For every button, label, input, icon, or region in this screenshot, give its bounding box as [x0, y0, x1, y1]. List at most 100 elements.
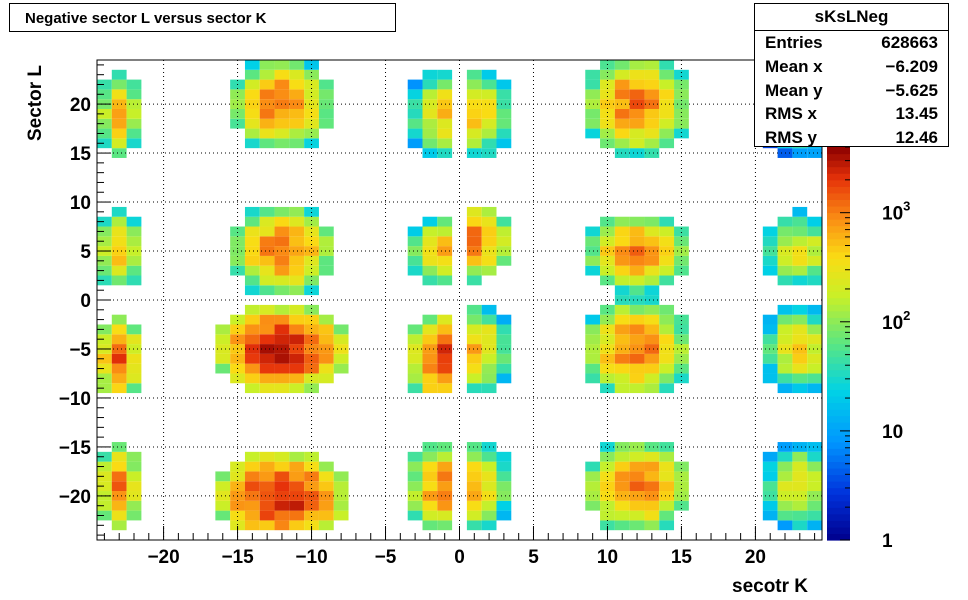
heatmap-cell — [289, 461, 305, 472]
heatmap-cell — [289, 275, 305, 286]
heatmap-cell — [629, 255, 645, 266]
heatmap-cell — [111, 500, 127, 511]
heatmap-cell — [496, 128, 512, 139]
heatmap-cell — [259, 510, 275, 521]
heatmap-cell — [659, 510, 675, 521]
heatmap-cell — [674, 481, 689, 492]
heatmap-cell — [614, 461, 630, 472]
heatmap-cell — [481, 108, 497, 119]
colorbar-segment — [827, 264, 850, 273]
heatmap-cell — [792, 353, 808, 364]
heatmap-cell — [777, 451, 793, 462]
heatmap-cell — [481, 520, 497, 531]
heatmap-cell — [215, 471, 231, 482]
heatmap-cell — [126, 510, 142, 521]
heatmap-cell — [230, 373, 245, 384]
heatmap-cell — [230, 500, 245, 511]
heatmap-cell — [762, 363, 778, 374]
heatmap-cell — [659, 353, 675, 364]
heatmap-cell — [111, 255, 127, 266]
heatmap-cell — [407, 118, 423, 129]
heatmap-cell — [244, 265, 260, 276]
heatmap-cell — [111, 138, 127, 149]
heatmap-cell — [437, 236, 453, 247]
colorbar-segment — [827, 454, 850, 462]
heatmap-cell — [289, 226, 305, 237]
heatmap-cell — [614, 520, 630, 531]
heatmap-cell — [289, 304, 305, 315]
heatmap-cell — [585, 255, 601, 266]
heatmap-cell — [644, 324, 660, 335]
heatmap-cell — [244, 363, 260, 374]
heatmap-cell — [111, 69, 127, 80]
heatmap-cell — [318, 324, 334, 335]
heatmap-cell — [126, 324, 142, 335]
heatmap-cell — [304, 138, 319, 149]
heatmap-cell — [259, 255, 275, 266]
heatmap-cell — [496, 138, 512, 149]
heatmap-cell — [585, 353, 601, 364]
heatmap-cell — [289, 520, 305, 531]
heatmap-cell — [437, 353, 453, 364]
heatmap-cell — [466, 216, 482, 227]
heatmap-cell — [111, 148, 127, 158]
heatmap-cell — [215, 510, 231, 521]
y-tick-label: −15 — [59, 438, 92, 459]
heatmap-cell — [97, 226, 112, 237]
heatmap-cell — [674, 108, 689, 119]
colorbar-segment — [827, 258, 850, 266]
heatmap-cell — [600, 265, 615, 276]
heatmap-cell — [614, 510, 630, 521]
heatmap-cell — [244, 118, 260, 129]
heatmap-cell — [644, 275, 660, 286]
heatmap-cell — [289, 99, 305, 109]
heatmap-cell — [318, 363, 334, 374]
heatmap-cell — [466, 334, 482, 345]
heatmap-cell — [407, 246, 423, 256]
heatmap-cell — [777, 481, 793, 492]
heatmap-cell — [585, 226, 601, 237]
heatmap-cell — [289, 236, 305, 247]
heatmap-cell — [466, 373, 482, 384]
heatmap-cell — [496, 451, 512, 462]
heatmap-cell — [318, 99, 334, 109]
heatmap-cell — [259, 89, 275, 100]
heatmap-cell — [614, 216, 630, 227]
heatmap-cell — [230, 265, 245, 276]
heatmap-cell — [481, 500, 497, 511]
y-tick-label: 15 — [70, 144, 92, 165]
heatmap-cell — [318, 500, 334, 511]
heatmap-cell — [304, 216, 319, 227]
colorbar-segment — [827, 232, 850, 240]
heatmap-cell — [629, 363, 645, 374]
heatmap-cell — [585, 236, 601, 247]
heatmap-cell — [407, 226, 423, 237]
heatmap-cell — [629, 461, 645, 472]
heatmap-cell — [481, 383, 497, 394]
x-tick-label: 10 — [597, 547, 618, 568]
heatmap-cell — [777, 304, 793, 315]
heatmap-cell — [674, 128, 689, 139]
heatmap-cell — [437, 118, 453, 129]
heatmap-cell — [807, 471, 822, 482]
heatmap-cell — [644, 60, 660, 70]
heatmap-cell — [274, 510, 290, 521]
heatmap-cell — [289, 206, 305, 217]
heatmap-cell — [629, 510, 645, 521]
heatmap-cell — [481, 471, 497, 482]
heatmap-cell — [644, 491, 660, 501]
heatmap-cell — [97, 510, 112, 521]
heatmap-cell — [215, 324, 231, 335]
colorbar-segment — [827, 219, 850, 227]
heatmap-cell — [289, 69, 305, 80]
heatmap-cell — [259, 481, 275, 492]
heatmap-cell — [126, 461, 142, 472]
heatmap-cell — [466, 99, 482, 109]
heatmap-cell — [126, 128, 142, 139]
heatmap-cell — [659, 128, 675, 139]
heatmap-cell — [659, 226, 675, 237]
heatmap-cell — [437, 265, 453, 276]
heatmap-cell — [659, 236, 675, 247]
heatmap-cell — [304, 118, 319, 129]
heatmap-cell — [407, 500, 423, 511]
